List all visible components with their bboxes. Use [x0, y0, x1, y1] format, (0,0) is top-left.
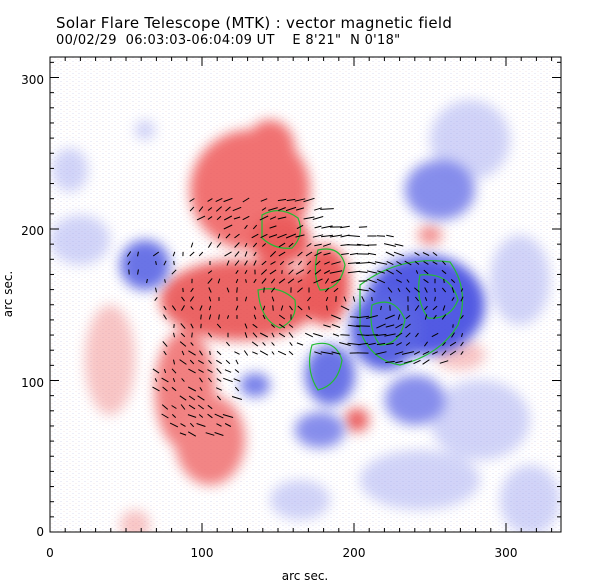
transverse-field-vectors: [126, 197, 464, 437]
y-tick-200: 200: [21, 224, 44, 238]
axis-ticks: [49, 57, 561, 533]
x-tick-200: 200: [343, 546, 366, 560]
x-tick-300: 300: [495, 546, 518, 560]
y-tick-300: 300: [21, 73, 44, 87]
x-axis-label: arc sec.: [282, 569, 328, 583]
y-tick-0: 0: [36, 525, 44, 539]
plot-frame: [49, 56, 562, 533]
y-tick-100: 100: [21, 376, 44, 390]
plot-subtitle: 00/02/29 06:03:03-06:04:09 UT E 8'21" N …: [56, 33, 401, 48]
x-tick-0: 0: [46, 546, 54, 560]
plot-title: Solar Flare Telescope (MTK) : vector mag…: [56, 14, 453, 32]
magnetogram-image: [50, 57, 561, 532]
y-axis-label: arc sec.: [1, 271, 15, 317]
x-tick-100: 100: [191, 546, 214, 560]
